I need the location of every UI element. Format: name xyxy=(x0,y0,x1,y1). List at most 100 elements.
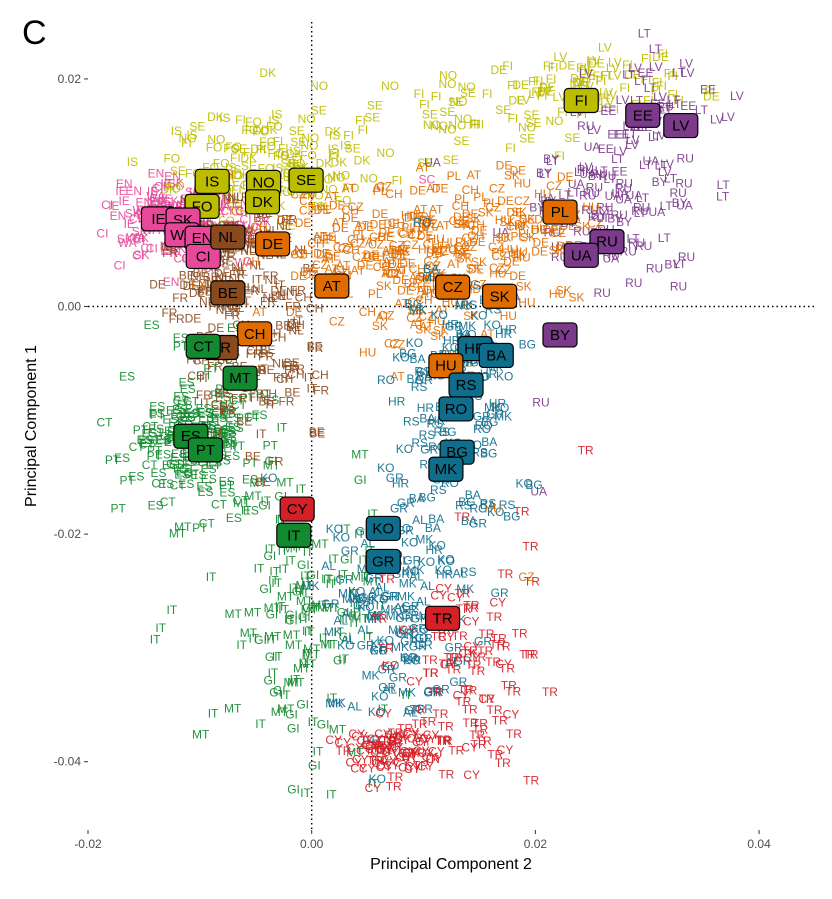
data-point-label: GI xyxy=(308,759,321,773)
data-point-label: PL xyxy=(383,266,398,280)
data-point-label: IT xyxy=(265,398,276,412)
data-point-label: IS xyxy=(272,161,283,175)
data-point-label: NO xyxy=(518,121,536,135)
data-point-label: DE xyxy=(519,212,536,226)
data-point-label: DE xyxy=(557,170,574,184)
data-point-label: FI xyxy=(507,79,518,93)
data-point-label: IE xyxy=(172,200,183,214)
data-point-label: SK xyxy=(457,252,473,266)
data-point-label: LT xyxy=(717,178,731,192)
data-point-label: FI xyxy=(419,98,430,112)
data-point-label: LT xyxy=(567,185,581,199)
data-point-label: AT xyxy=(394,263,409,277)
data-point-label: LV xyxy=(569,76,583,90)
data-point-label: EE xyxy=(612,164,628,178)
data-point-label: FO xyxy=(259,135,276,149)
data-point-label: LV xyxy=(606,61,620,75)
data-point-label: FR xyxy=(169,312,185,326)
data-point-label: PL xyxy=(420,210,435,224)
data-point-label: BY xyxy=(672,196,688,210)
data-point-label: CH xyxy=(369,230,386,244)
data-point-label: NO xyxy=(320,182,338,196)
data-point-label: PT xyxy=(210,388,226,402)
data-point-label: HU xyxy=(509,219,526,233)
data-point-label: FI xyxy=(576,61,587,75)
centroid-label: HU xyxy=(435,358,457,375)
data-point-label: LV xyxy=(653,90,667,104)
x-tick-label: -0.02 xyxy=(74,837,102,851)
data-point-label: RU xyxy=(596,200,613,214)
data-point-label: ES xyxy=(226,511,242,525)
data-point-label: GR xyxy=(400,651,418,665)
data-point-label: NO xyxy=(438,122,456,136)
data-point-label: CH xyxy=(243,255,260,269)
data-point-label: CH xyxy=(468,218,485,232)
centroid-se: SE xyxy=(288,167,324,193)
data-point-label: LV xyxy=(628,61,642,75)
data-point-label: CY xyxy=(413,731,430,745)
data-point-label: FI xyxy=(592,69,603,83)
data-point-label: LT xyxy=(664,171,678,185)
data-point-label: FO xyxy=(253,125,270,139)
data-point-label: NO xyxy=(332,168,350,182)
data-point-label: RU xyxy=(532,396,549,410)
data-point-label: AT xyxy=(447,257,462,271)
data-point-label: RU xyxy=(633,201,650,215)
data-point-label: IS xyxy=(271,107,282,121)
data-point-label: FR xyxy=(220,249,236,263)
data-point-label: NO xyxy=(377,146,395,160)
data-point-label: CZ xyxy=(448,243,464,257)
data-point-label: GR xyxy=(386,471,404,485)
data-point-label: DE xyxy=(372,207,389,221)
data-point-label: FI xyxy=(540,81,551,95)
data-point-label: EN xyxy=(136,195,153,209)
data-point-label: DE xyxy=(286,305,303,319)
data-point-label: MT xyxy=(224,607,242,621)
centroid-label: GR xyxy=(372,553,395,570)
data-point-label: DE xyxy=(508,93,525,107)
centroid-label: MK xyxy=(435,461,458,478)
data-point-label: CY xyxy=(365,781,382,795)
data-point-label: IT xyxy=(271,576,282,590)
data-point-label: CZ xyxy=(389,337,405,351)
data-point-label: NO xyxy=(438,77,456,91)
data-point-label: ES xyxy=(184,406,200,420)
data-point-label: EN xyxy=(110,209,127,223)
data-point-label: NO xyxy=(310,79,328,93)
data-point-label: CH xyxy=(211,398,228,412)
data-point-label: FO xyxy=(259,139,276,153)
data-point-label: IT xyxy=(275,278,286,292)
data-point-label: UA xyxy=(584,140,601,154)
data-point-label: DK xyxy=(207,110,224,124)
data-point-label: FI xyxy=(673,93,684,107)
data-point-label: RU xyxy=(657,100,674,114)
data-point-label: FO xyxy=(223,142,240,156)
data-point-label: CH xyxy=(373,260,390,274)
data-point-label: UA xyxy=(676,198,693,212)
data-point-label: SE xyxy=(564,131,580,145)
centroid-label: KO xyxy=(372,520,394,537)
data-point-label: FI xyxy=(546,72,557,86)
data-point-label: FO xyxy=(343,181,360,195)
data-point-label: NO xyxy=(439,69,457,83)
data-point-label: CY xyxy=(435,582,452,596)
data-point-label: RS xyxy=(461,298,478,312)
data-point-label: PL xyxy=(352,228,367,242)
data-point-label: AT xyxy=(435,303,450,317)
data-point-label: SK xyxy=(511,205,527,219)
data-point-label: IS xyxy=(328,142,339,156)
data-point-label: KO xyxy=(396,442,413,456)
data-point-label: NL xyxy=(242,236,258,250)
data-point-label: CH xyxy=(231,204,248,218)
data-point-label: MT xyxy=(351,448,369,462)
data-point-label: DE xyxy=(314,203,331,217)
data-point-label: CI xyxy=(96,227,108,241)
data-point-label: FI xyxy=(598,91,609,105)
data-point-label: FI xyxy=(641,52,652,66)
data-point-label: IS xyxy=(268,113,279,127)
data-point-label: NO xyxy=(458,80,476,94)
data-point-label: BG xyxy=(480,447,497,461)
data-point-label: HU xyxy=(530,222,547,236)
data-point-label: UA xyxy=(605,189,622,203)
data-point-label: TR xyxy=(378,642,394,656)
